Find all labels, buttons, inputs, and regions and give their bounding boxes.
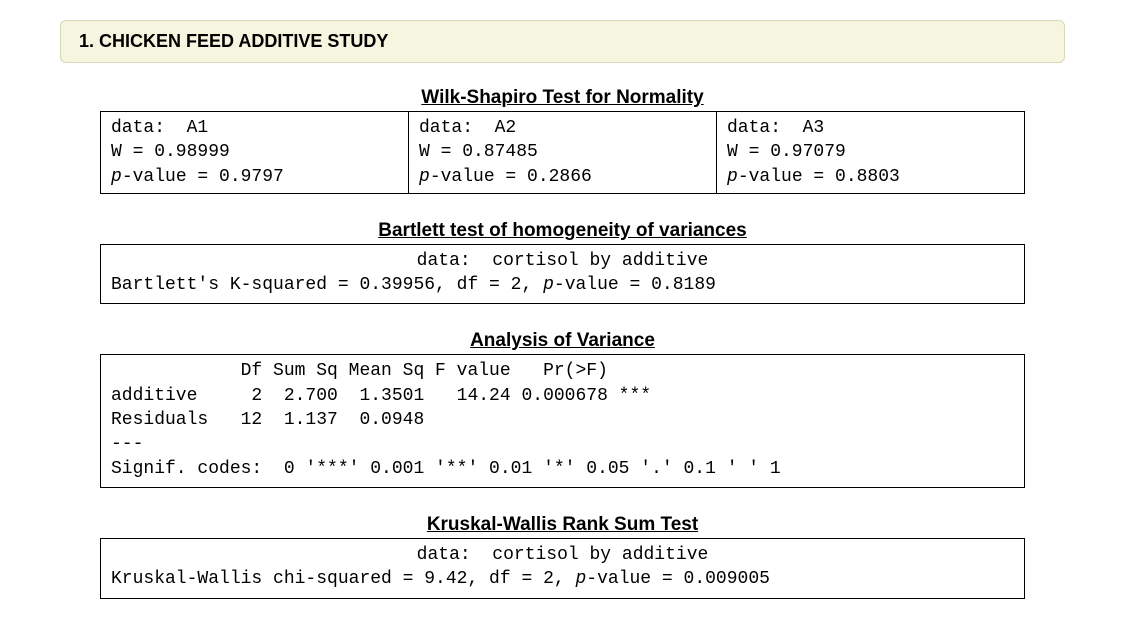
shapiro-a3-w: W = 0.97079: [727, 142, 846, 162]
kruskal-p-prefix: p: [575, 569, 586, 589]
shapiro-a2-w: W = 0.87485: [419, 142, 538, 162]
bartlett-line: Bartlett's K-squared = 0.39956, df = 2,: [111, 275, 543, 295]
shapiro-a1-w: W = 0.98999: [111, 142, 230, 162]
page: 1. CHICKEN FEED ADDITIVE STUDY Wilk-Shap…: [0, 0, 1125, 643]
bartlett-data-line: data: cortisol by additive: [111, 249, 1014, 273]
bartlett-p-prefix: p: [543, 275, 554, 295]
shapiro-a1-p: -value = 0.9797: [122, 167, 284, 187]
bartlett-title: Bartlett test of homogeneity of variance…: [60, 220, 1065, 242]
kruskal-p-suffix: -value = 0.009005: [586, 569, 770, 589]
kruskal-line: Kruskal-Wallis chi-squared = 9.42, df = …: [111, 569, 575, 589]
shapiro-table: data: A1 W = 0.98999 p-value = 0.9797 da…: [100, 111, 1025, 194]
anova-header-row: Df Sum Sq Mean Sq F value Pr(>F): [111, 361, 608, 381]
bartlett-p-suffix: -value = 0.8189: [554, 275, 716, 295]
shapiro-a1-data: data: A1: [111, 118, 208, 138]
anova-sep: ---: [111, 434, 143, 454]
shapiro-col-a1: data: A1 W = 0.98999 p-value = 0.9797: [101, 112, 408, 193]
shapiro-a2-data: data: A2: [419, 118, 516, 138]
shapiro-a3-p: -value = 0.8803: [738, 167, 900, 187]
anova-row-additive: additive 2 2.700 1.3501 14.24 0.000678 *…: [111, 386, 651, 406]
shapiro-col-a3: data: A3 W = 0.97079 p-value = 0.8803: [716, 112, 1024, 193]
anova-signif-codes: Signif. codes: 0 '***' 0.001 '**' 0.01 '…: [111, 459, 781, 479]
shapiro-a2-p-prefix: p: [419, 167, 430, 187]
shapiro-a3-data: data: A3: [727, 118, 824, 138]
page-title: 1. CHICKEN FEED ADDITIVE STUDY: [79, 31, 388, 51]
page-title-bar: 1. CHICKEN FEED ADDITIVE STUDY: [60, 20, 1065, 63]
bartlett-box: data: cortisol by additiveBartlett's K-s…: [100, 244, 1025, 305]
kruskal-data-line: data: cortisol by additive: [111, 543, 1014, 567]
kruskal-title: Kruskal-Wallis Rank Sum Test: [60, 514, 1065, 536]
kruskal-box: data: cortisol by additiveKruskal-Wallis…: [100, 538, 1025, 599]
anova-title: Analysis of Variance: [60, 330, 1065, 352]
shapiro-title: Wilk-Shapiro Test for Normality: [60, 87, 1065, 109]
shapiro-col-a2: data: A2 W = 0.87485 p-value = 0.2866: [408, 112, 716, 193]
shapiro-a1-p-prefix: p: [111, 167, 122, 187]
anova-box: Df Sum Sq Mean Sq F value Pr(>F) additiv…: [100, 354, 1025, 487]
shapiro-a2-p: -value = 0.2866: [430, 167, 592, 187]
anova-row-residuals: Residuals 12 1.137 0.0948: [111, 410, 424, 430]
shapiro-a3-p-prefix: p: [727, 167, 738, 187]
